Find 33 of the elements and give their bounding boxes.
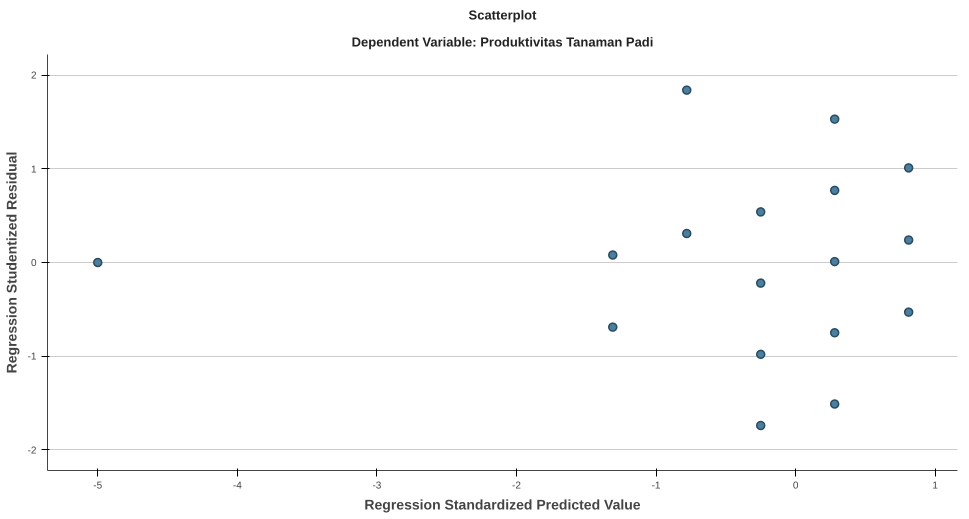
point xyxy=(92,258,102,268)
y-tick-label: 1 xyxy=(30,164,37,176)
y-axis-title: Regression Studentized Residual xyxy=(4,152,20,374)
point xyxy=(904,307,914,317)
point xyxy=(756,278,766,288)
chart-title: Scatterplot xyxy=(468,8,538,22)
y-tick-label: 2 xyxy=(30,70,37,82)
x-tick-label: -1 xyxy=(652,480,661,492)
point xyxy=(830,328,840,338)
point xyxy=(682,228,692,238)
point xyxy=(904,163,914,173)
x-tick-label: 0 xyxy=(792,480,799,492)
point xyxy=(904,235,914,245)
point xyxy=(830,186,840,196)
chart-subtitle: Dependent Variable: Produktivitas Tanaman Padi xyxy=(352,34,654,50)
point xyxy=(608,250,618,260)
point xyxy=(756,207,766,217)
x-tick-label: -3 xyxy=(372,480,382,492)
x-axis-title: Regression Standardized Predicted Value xyxy=(364,496,641,512)
x-tick-label: 1 xyxy=(932,480,938,492)
point xyxy=(756,420,766,430)
y-tick-label: -1 xyxy=(28,352,37,363)
x-tick-label: -5 xyxy=(93,480,103,492)
point xyxy=(608,322,618,332)
point xyxy=(682,85,692,95)
point xyxy=(756,350,766,360)
x-tick-label: -4 xyxy=(232,480,242,492)
point xyxy=(830,114,840,124)
point xyxy=(830,399,840,409)
point xyxy=(830,256,840,266)
y-tick-label: 0 xyxy=(30,258,37,269)
x-tick-label: -2 xyxy=(512,480,522,492)
y-tick-label: -2 xyxy=(28,445,37,456)
